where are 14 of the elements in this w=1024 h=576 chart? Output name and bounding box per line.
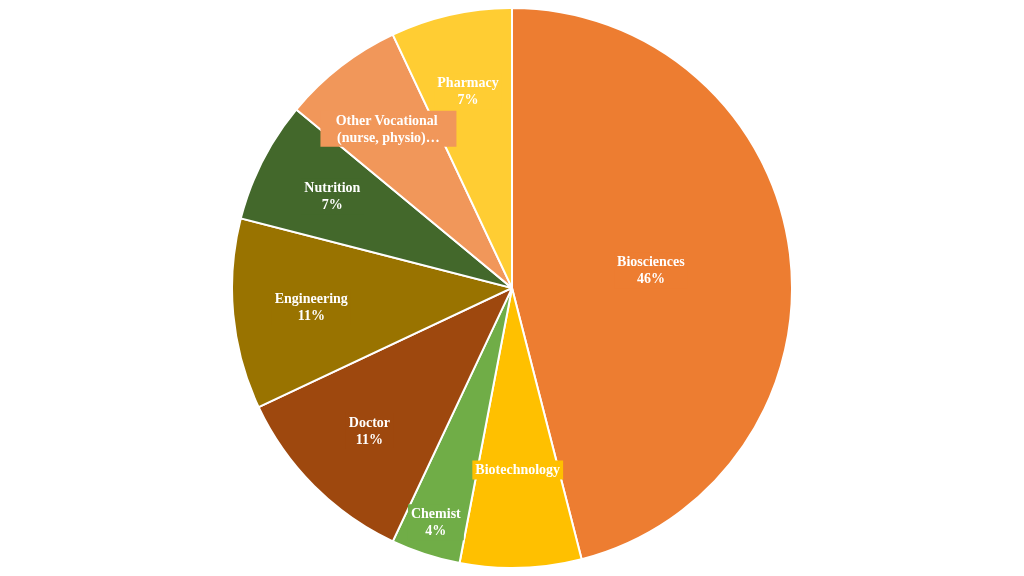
slice-label: Nutrition xyxy=(304,180,361,196)
data-label: 46% xyxy=(636,271,665,287)
data-label: 7% xyxy=(321,197,343,213)
slice-label: Other Vocational (nurse, physio)… xyxy=(335,112,442,146)
data-label: 11% xyxy=(355,431,384,447)
data-label: 4% xyxy=(425,523,447,539)
data-label: 7% xyxy=(457,92,479,108)
slice-label: Biotechnology xyxy=(475,462,561,478)
slice-label: Engineering xyxy=(274,290,348,306)
data-label: 11% xyxy=(297,307,325,323)
slice-label: Biosciences xyxy=(617,254,686,270)
slice-label: Pharmacy xyxy=(437,75,499,91)
slice-label: Doctor xyxy=(348,414,391,430)
slice-label: Chemist xyxy=(410,506,462,522)
